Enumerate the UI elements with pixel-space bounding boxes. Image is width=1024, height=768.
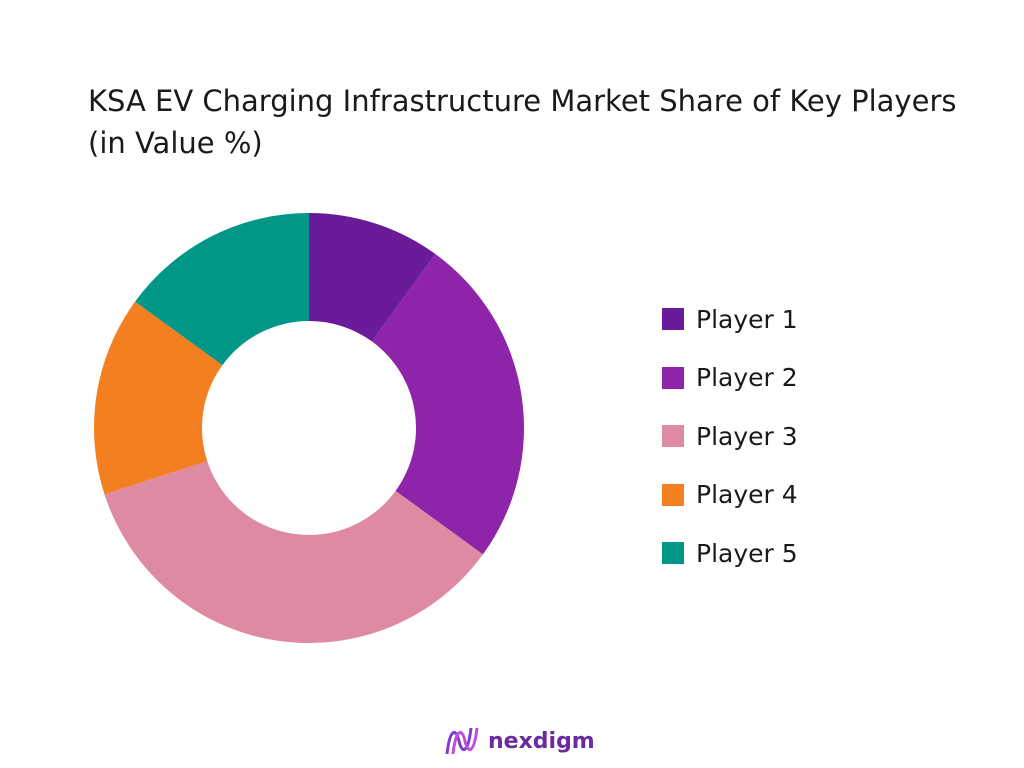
legend-swatch [662,366,684,389]
legend-item-player-5: Player 5 [662,524,798,583]
legend-label: Player 5 [696,538,798,568]
legend-item-player-1: Player 1 [662,290,798,349]
legend-swatch [662,542,684,565]
donut-slice-player-5 [135,213,309,366]
donut-slice-player-2 [371,254,524,555]
donut-slice-player-3 [104,461,483,644]
legend-item-player-3: Player 3 [662,407,798,466]
logo-mark-icon [445,727,479,755]
legend-swatch [662,483,684,506]
legend: Player 1 Player 2 Player 3 Player 4 Play… [662,290,798,583]
chart-title: KSA EV Charging Infrastructure Market Sh… [88,84,957,160]
legend-item-player-2: Player 2 [662,349,798,408]
donut-slice-player-1 [309,213,436,342]
logo-text: nexdigm [488,728,595,754]
donut-slice-player-4 [93,301,223,495]
legend-swatch [662,425,684,448]
legend-label: Player 2 [696,363,798,393]
legend-label: Player 1 [696,304,798,334]
nexdigm-logo: nexdigm [444,724,595,758]
legend-label: Player 4 [696,480,798,510]
legend-label: Player 3 [696,421,798,451]
legend-swatch [662,308,684,331]
legend-item-player-4: Player 4 [662,466,798,525]
